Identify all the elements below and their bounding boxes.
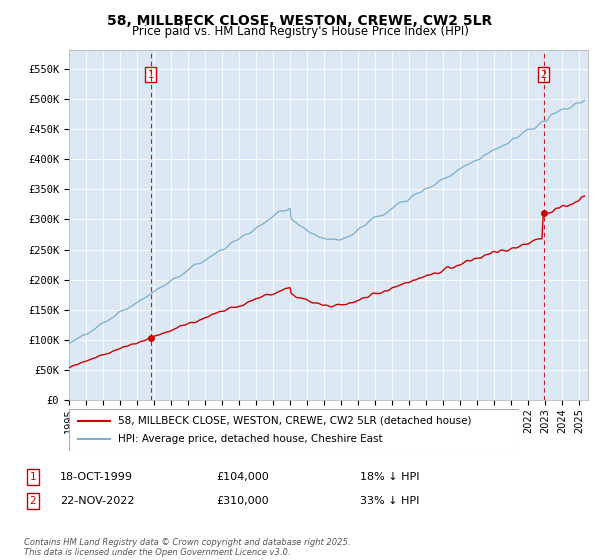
Text: Price paid vs. HM Land Registry's House Price Index (HPI): Price paid vs. HM Land Registry's House …: [131, 25, 469, 38]
Text: 33% ↓ HPI: 33% ↓ HPI: [360, 496, 419, 506]
Text: £104,000: £104,000: [216, 472, 269, 482]
Text: 2: 2: [29, 496, 37, 506]
Text: 58, MILLBECK CLOSE, WESTON, CREWE, CW2 5LR: 58, MILLBECK CLOSE, WESTON, CREWE, CW2 5…: [107, 14, 493, 28]
Text: 2: 2: [541, 69, 547, 80]
Text: 1: 1: [148, 69, 154, 80]
Text: 18-OCT-1999: 18-OCT-1999: [60, 472, 133, 482]
Text: Contains HM Land Registry data © Crown copyright and database right 2025.
This d: Contains HM Land Registry data © Crown c…: [24, 538, 350, 557]
Text: HPI: Average price, detached house, Cheshire East: HPI: Average price, detached house, Ches…: [119, 434, 383, 444]
Text: 1: 1: [29, 472, 37, 482]
Text: 58, MILLBECK CLOSE, WESTON, CREWE, CW2 5LR (detached house): 58, MILLBECK CLOSE, WESTON, CREWE, CW2 5…: [119, 416, 472, 426]
Text: £310,000: £310,000: [216, 496, 269, 506]
Text: 18% ↓ HPI: 18% ↓ HPI: [360, 472, 419, 482]
Text: 22-NOV-2022: 22-NOV-2022: [60, 496, 134, 506]
FancyBboxPatch shape: [69, 409, 519, 451]
